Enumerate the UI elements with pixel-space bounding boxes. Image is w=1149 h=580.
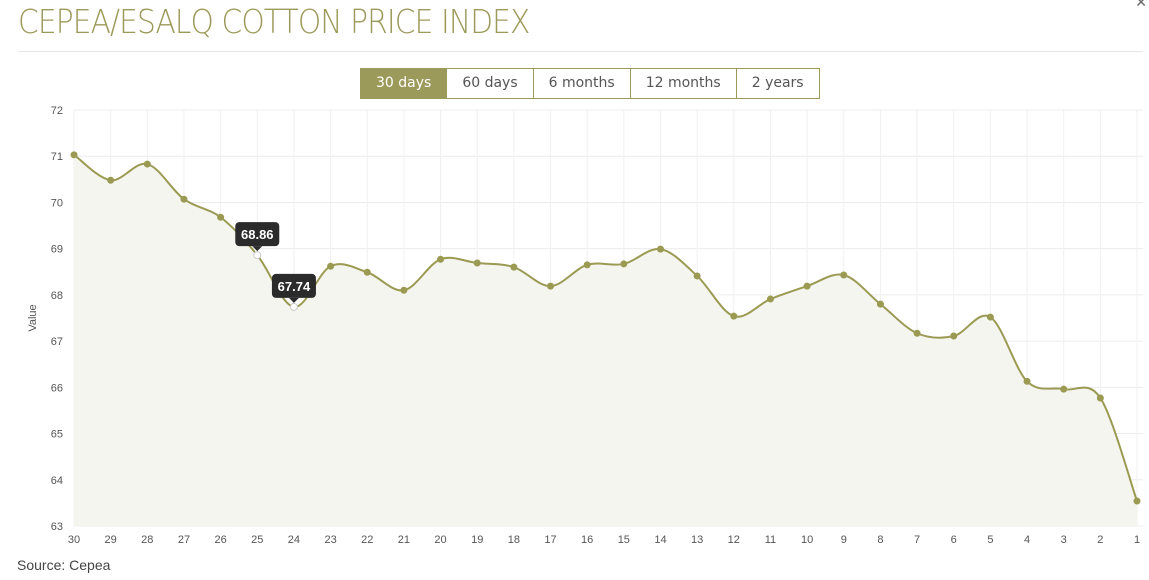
x-tick-label: 1	[1134, 534, 1140, 546]
x-tick-label: 11	[765, 534, 776, 546]
y-tick-label: 69	[51, 244, 63, 256]
tooltip-box	[271, 273, 316, 298]
x-tick-label: 12	[728, 534, 740, 546]
data-point	[620, 260, 628, 268]
y-tick-label: 68	[51, 290, 63, 302]
data-point	[180, 195, 188, 203]
data-point	[840, 271, 848, 279]
data-point	[107, 176, 115, 184]
data-point	[766, 295, 774, 303]
data-point	[876, 300, 884, 308]
x-tick-label: 3	[1061, 534, 1067, 546]
data-point	[1133, 497, 1141, 505]
y-tick-label: 65	[51, 429, 63, 441]
x-tick-label: 20	[434, 534, 446, 546]
tooltip-box	[235, 222, 280, 247]
data-point	[253, 251, 262, 260]
data-point	[143, 160, 151, 168]
source-note: Source: Cepea	[17, 557, 111, 573]
x-tick-label: 10	[801, 534, 813, 546]
data-point	[289, 302, 298, 311]
data-point	[437, 255, 445, 263]
x-tick-label: 4	[1024, 534, 1030, 546]
tooltip-pointer	[288, 297, 299, 303]
x-tick-label: 8	[877, 534, 883, 546]
close-icon[interactable]: ✕	[1135, 0, 1147, 10]
x-tick-label: 29	[105, 534, 117, 546]
x-tick-label: 7	[914, 534, 920, 546]
tab-12-months[interactable]: 12 months	[629, 69, 736, 98]
y-tick-label: 72	[51, 105, 63, 117]
x-tick-label: 25	[251, 534, 263, 546]
data-point	[1060, 385, 1068, 393]
data-point	[547, 282, 555, 290]
divider	[18, 51, 1143, 52]
data-point	[583, 261, 591, 269]
y-axis-label: Value	[27, 304, 39, 331]
x-tick-label: 6	[951, 534, 957, 546]
data-point	[217, 213, 225, 221]
range-tabs: 30 days 60 days 6 months 12 months 2 yea…	[360, 68, 820, 99]
x-tick-label: 19	[471, 534, 483, 546]
series-area	[74, 154, 1137, 526]
x-tick-label: 30	[68, 534, 80, 546]
tooltip-label: 68.86	[241, 227, 274, 242]
y-tick-label: 67	[51, 336, 63, 348]
x-tick-label: 24	[288, 534, 300, 546]
y-tick-label: 66	[51, 382, 63, 394]
data-point	[730, 312, 738, 320]
tooltip-pointer	[252, 246, 263, 252]
tab-30-days[interactable]: 30 days	[361, 69, 447, 98]
x-tick-label: 26	[214, 534, 226, 546]
x-tick-label: 13	[691, 534, 703, 546]
x-tick-label: 2	[1097, 534, 1103, 546]
data-point	[693, 272, 701, 280]
y-tick-label: 63	[51, 521, 63, 533]
tab-2-years[interactable]: 2 years	[735, 69, 819, 98]
x-tick-label: 21	[398, 534, 410, 546]
x-tick-label: 17	[544, 534, 556, 546]
data-point	[363, 268, 371, 276]
y-tick-label: 64	[51, 475, 63, 487]
data-point	[656, 245, 664, 253]
data-point	[400, 286, 408, 294]
tab-6-months[interactable]: 6 months	[532, 69, 630, 98]
x-tick-label: 5	[987, 534, 993, 546]
x-tick-label: 14	[654, 534, 666, 546]
data-point	[986, 313, 994, 321]
data-point	[1023, 377, 1031, 385]
x-tick-label: 9	[841, 534, 847, 546]
x-tick-label: 15	[618, 534, 630, 546]
data-point	[473, 259, 481, 267]
y-tick-label: 71	[51, 151, 63, 163]
data-point	[803, 282, 811, 290]
data-point	[327, 262, 335, 270]
x-tick-label: 27	[178, 534, 190, 546]
x-tick-label: 16	[581, 534, 593, 546]
x-tick-label: 28	[141, 534, 153, 546]
data-point	[510, 263, 518, 271]
x-tick-label: 22	[361, 534, 373, 546]
tooltip-label: 67.74	[278, 279, 311, 294]
data-point	[1096, 394, 1104, 402]
x-tick-label: 18	[508, 534, 520, 546]
data-point	[913, 329, 921, 337]
tab-60-days[interactable]: 60 days	[446, 69, 532, 98]
y-tick-label: 70	[51, 197, 63, 209]
x-tick-label: 23	[324, 534, 336, 546]
data-point	[950, 332, 958, 340]
data-point	[70, 151, 78, 159]
page-title: CEPEA/ESALQ COTTON PRICE INDEX	[18, 2, 530, 41]
